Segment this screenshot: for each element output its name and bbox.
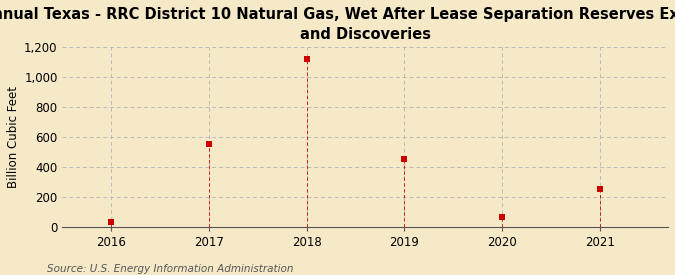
Y-axis label: Billion Cubic Feet: Billion Cubic Feet <box>7 86 20 188</box>
Title: Annual Texas - RRC District 10 Natural Gas, Wet After Lease Separation Reserves : Annual Texas - RRC District 10 Natural G… <box>0 7 675 42</box>
Text: Source: U.S. Energy Information Administration: Source: U.S. Energy Information Administ… <box>47 264 294 274</box>
